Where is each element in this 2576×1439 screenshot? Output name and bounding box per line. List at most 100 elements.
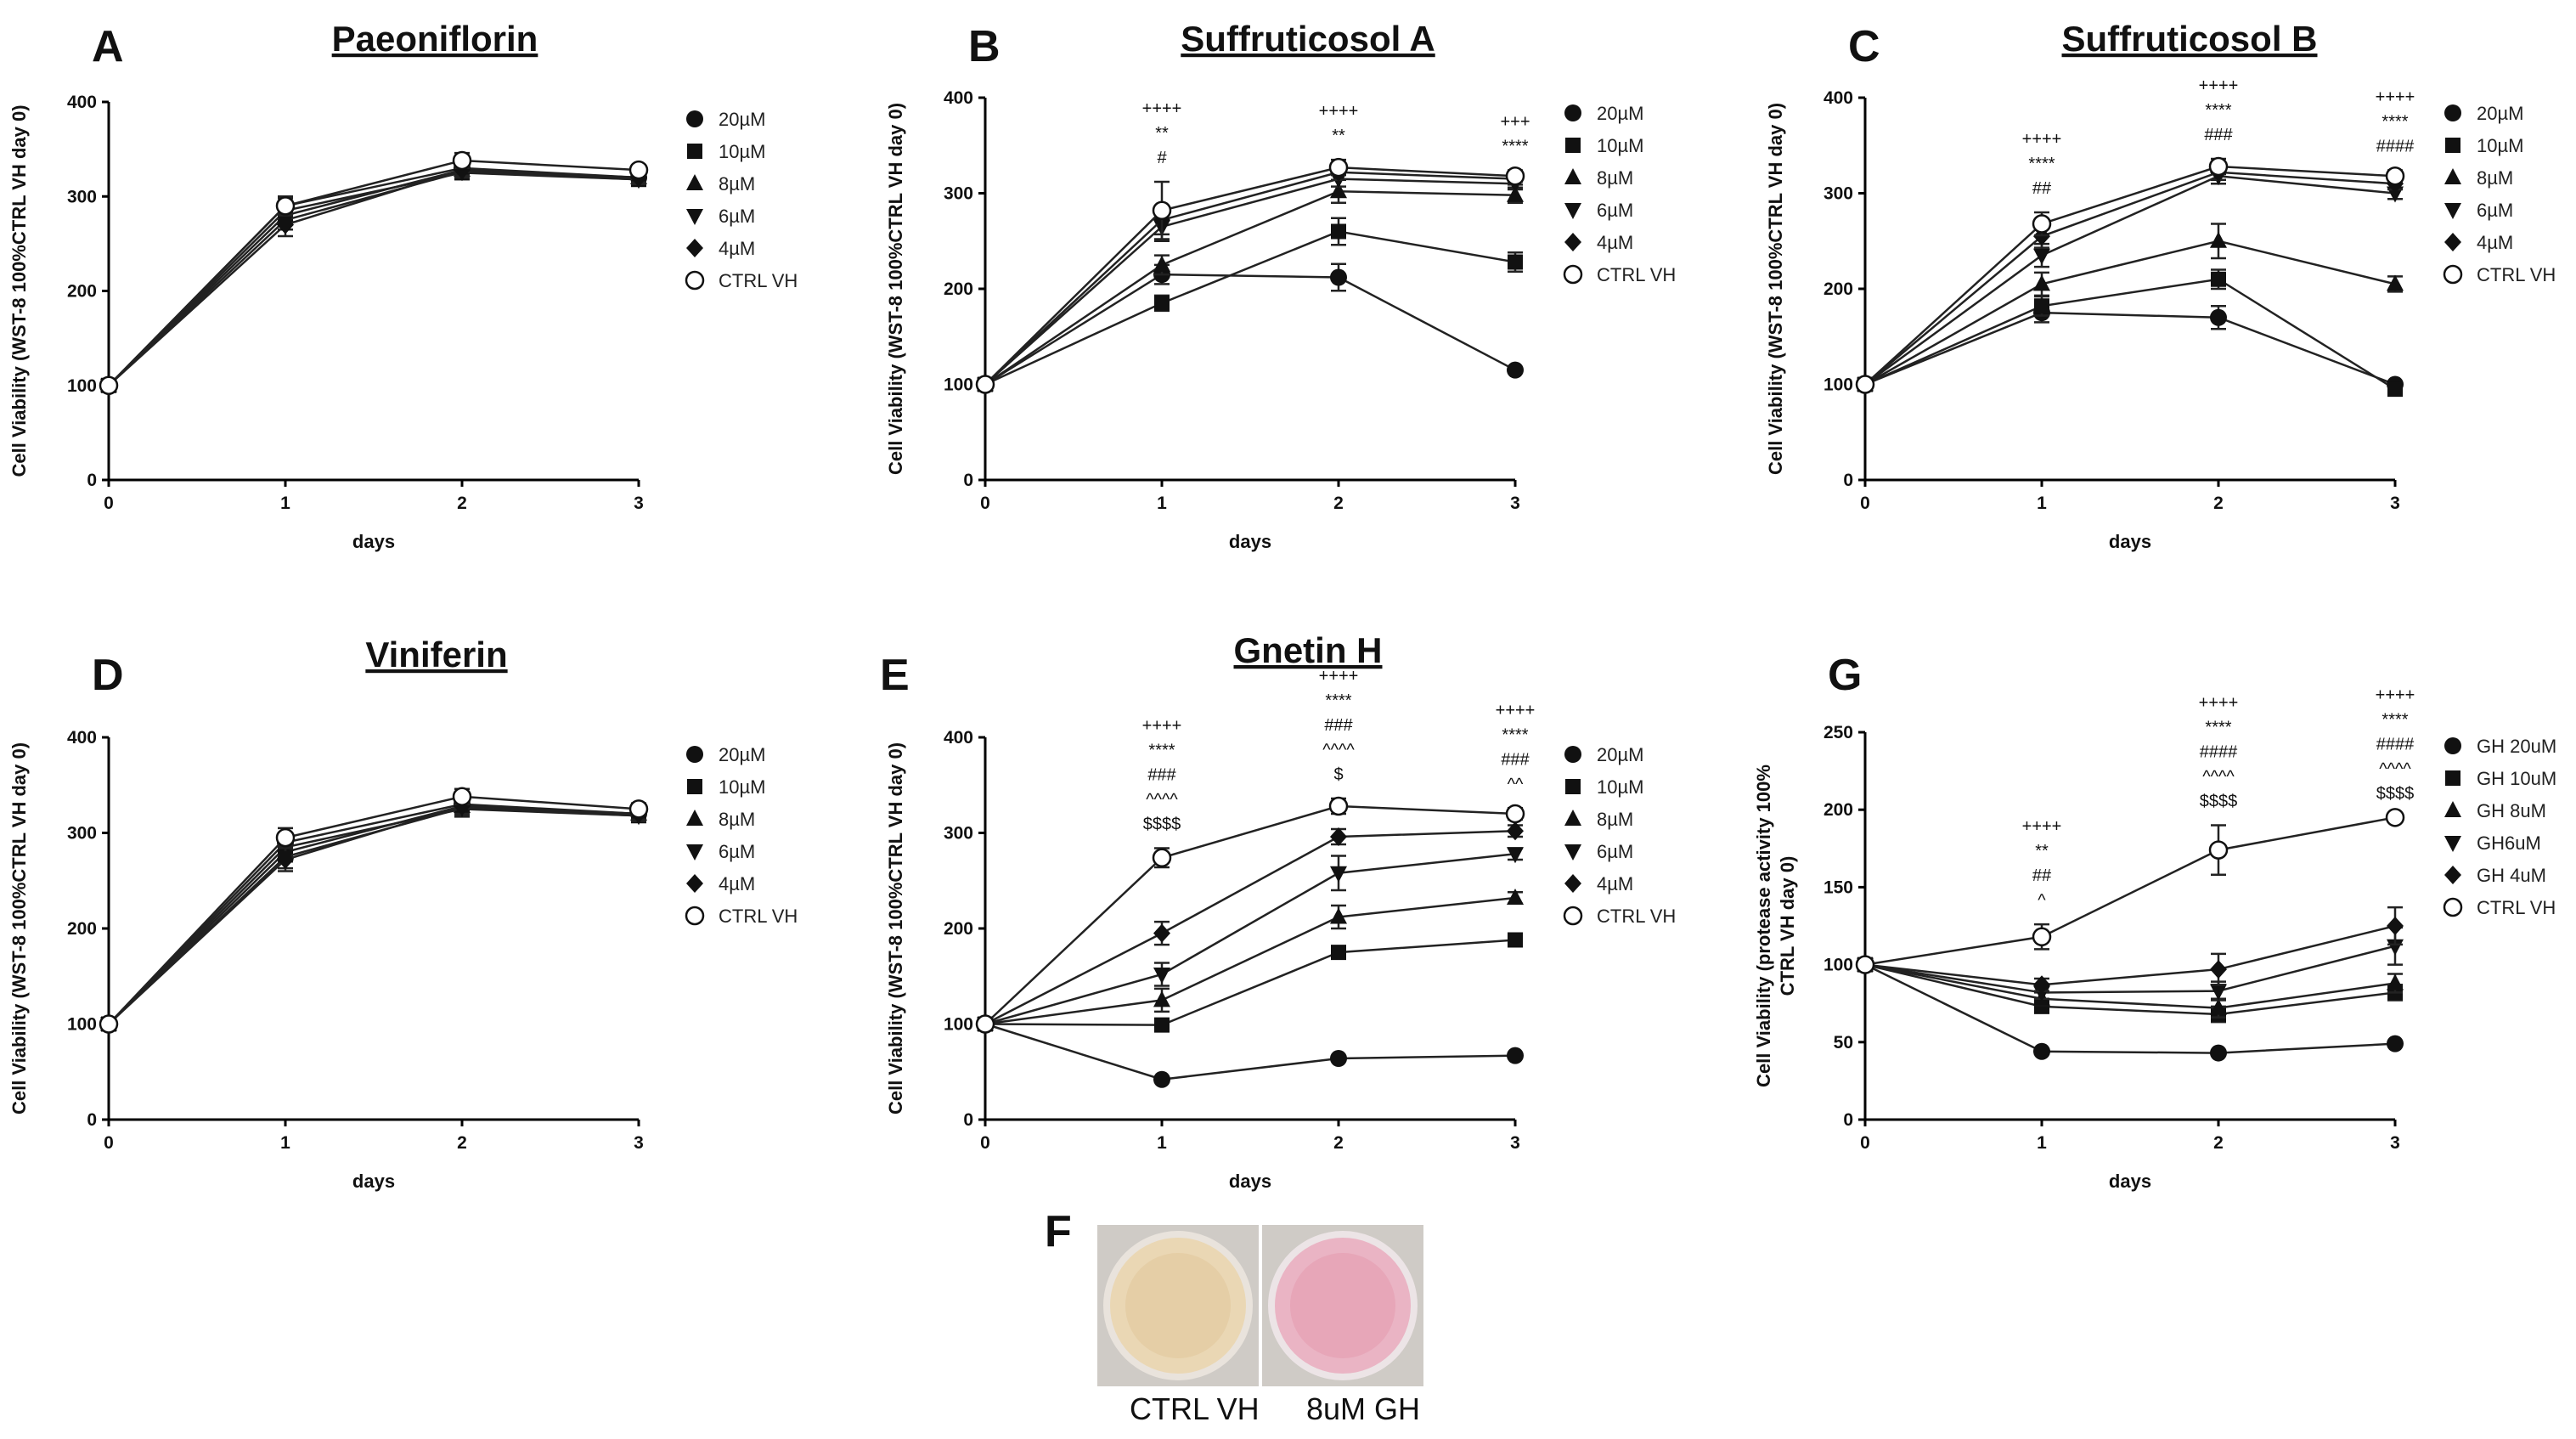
data-point [1507,361,1524,379]
series-6-m [100,165,647,395]
significance-annotation: ### [1501,750,1530,769]
data-point [1154,295,1170,311]
data-point [2387,381,2403,398]
series-ctrl-vh [99,150,649,395]
series-line [108,171,640,387]
series-line [108,806,640,1025]
data-point [1330,182,1347,199]
series-line [984,830,1516,1025]
chart-g: G 0 50 100 150 200 250 0 1 2 3 days Cell Viability (… [1753,651,2556,1192]
series-6-m [977,847,1524,1034]
legend-marker [687,779,702,794]
x-axis-label: days [2109,1171,2151,1192]
series-6-m [977,170,1524,394]
y-axis-label-line: Cell Viability (protease activity 100% [1753,765,1774,1087]
significance-annotation: ++++ [1319,102,1359,121]
data-point [2210,308,2227,326]
y-tick-label: 200 [1823,800,1853,820]
series-gh-10um [1857,957,2403,1024]
legend-marker [1564,746,1581,763]
legend-marker [2445,138,2460,153]
legend-label: 6µM [2477,200,2513,221]
y-tick-label: 100 [944,375,973,395]
series-line [108,808,640,1025]
series-line [984,171,1516,386]
series-line [108,166,640,387]
legend-label: GH 4uM [2477,865,2546,886]
significance-annotation: #### [2200,742,2238,761]
y-tick-label: 300 [944,824,973,844]
legend-label: GH 10uM [2477,768,2556,789]
y-tick-label: 0 [87,471,97,490]
data-point [2385,808,2405,827]
x-tick-label: 3 [1510,494,1520,513]
series-10-m [1857,268,2403,398]
series-ctrl-vh [99,787,649,1034]
y-tick-label: 200 [1823,279,1853,299]
y-tick-label: 200 [67,282,97,302]
data-point [2387,939,2404,956]
legend-label: 6µM [1597,200,1633,221]
legend-label: 8µM [719,809,755,830]
y-tick-label: 300 [944,184,973,204]
chart-d: D Viniferin 0 100 200 300 400 0 1 2 3 days Cell Viab… [8,635,798,1192]
legend-marker [2444,836,2461,852]
data-point [277,215,294,234]
series-20-m [100,795,647,1033]
y-axis-label-line: CTRL VH day 0) [1777,856,1798,996]
data-point [628,799,649,819]
data-point [277,850,294,869]
legend-marker [1563,264,1583,285]
significance-annotation: **** [2205,101,2231,120]
y-tick-label: 300 [1823,184,1853,204]
series-6-m [100,799,647,1034]
series-4-m [1857,162,2404,394]
series-4-m [977,162,1524,394]
y-tick-label: 100 [67,1015,97,1035]
legend-marker [685,906,705,926]
data-point [1152,848,1172,867]
series-line [1864,924,2396,986]
x-tick-label: 2 [457,494,467,513]
y-axis-label: Cell Viability (WST-8 100%CTRL VH day 0) [885,103,906,475]
significance-annotation: ++++ [2199,693,2239,712]
legend-label: 20µM [1597,103,1643,124]
significance-annotation: ## [2032,179,2052,198]
significance-annotation: ^^^^ [1146,791,1178,810]
x-tick-label: 3 [634,1133,644,1153]
significance-annotation: **** [2382,710,2408,729]
x-tick-label: 2 [457,1133,467,1153]
significance-annotation: $$$$ [2376,784,2415,803]
data-point [2385,166,2405,186]
data-point [2033,248,2050,265]
x-tick-label: 1 [1157,1133,1167,1153]
data-point [1153,990,1170,1007]
series-20-m [977,262,1524,393]
series-line [108,168,640,387]
series-line [108,804,640,1025]
data-point [1505,166,1525,186]
series-line [108,804,640,1025]
legend-label: 20µM [1597,744,1643,765]
data-point [2033,274,2050,291]
y-tick-label: 0 [87,1110,97,1130]
legend-label: 8µM [719,173,755,195]
data-point [99,1014,119,1034]
data-point [2210,984,2227,1001]
series-line [984,853,1516,1025]
series-line [984,273,1516,386]
y-tick-label: 0 [963,1110,973,1130]
y-tick-label: 200 [944,919,973,939]
legend-marker [686,746,703,763]
series-10-m [101,165,646,393]
x-tick-label: 0 [1860,494,1870,513]
panel-letter: D [92,651,124,700]
x-tick-label: 3 [1510,1133,1520,1153]
series-line [984,896,1516,1025]
y-tick-label: 400 [944,88,973,108]
legend-label: GH 20uM [2477,736,2556,757]
legend-label: CTRL VH [719,906,798,927]
panel-letter: A [92,22,124,71]
y-tick-label: 250 [1823,723,1853,742]
data-point [1330,268,1347,286]
